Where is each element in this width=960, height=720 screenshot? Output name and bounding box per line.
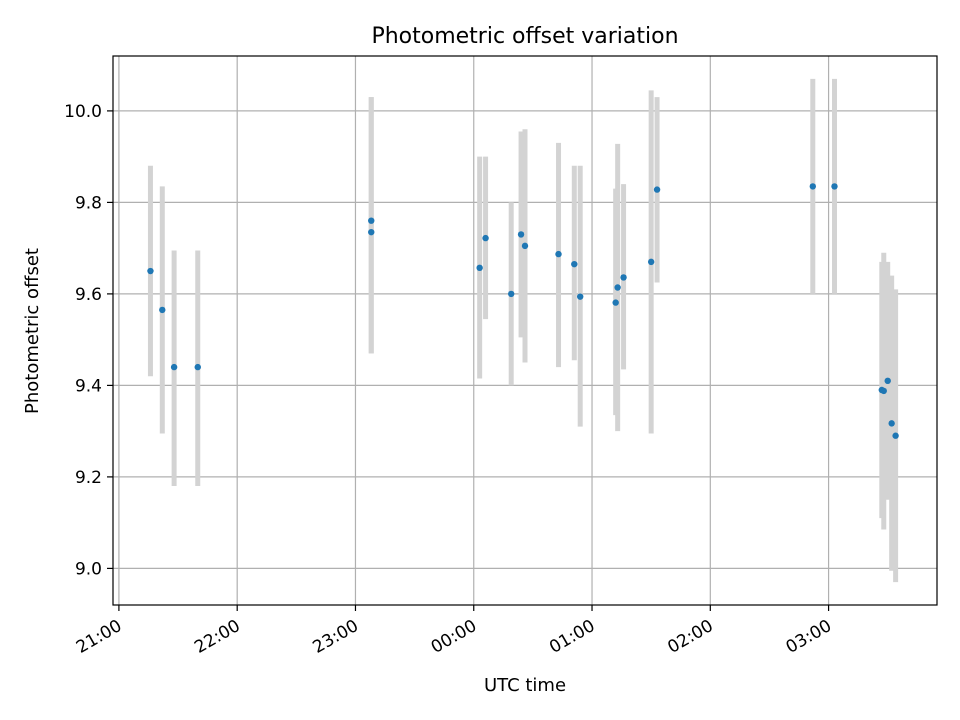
data-point: [612, 299, 619, 306]
data-point: [653, 186, 661, 193]
data-point: [521, 242, 529, 250]
x-tick-label: 21:00: [73, 616, 125, 658]
x-tick-label: 00:00: [428, 616, 480, 658]
data-point: [194, 363, 201, 371]
data-point: [482, 234, 489, 242]
data-point: [555, 250, 562, 258]
data-point: [368, 217, 375, 224]
x-tick-label: 02:00: [664, 616, 716, 658]
y-axis-ticks: 9.0 9.2 9.4 9.6 9.8 10.0: [64, 102, 113, 579]
data-point: [571, 260, 578, 268]
data-point: [620, 274, 627, 281]
y-tick-label: 10.0: [64, 102, 102, 122]
data-point: [880, 387, 887, 395]
x-tick-label: 03:00: [783, 616, 835, 658]
y-tick-label: 9.6: [75, 285, 102, 305]
data-point: [517, 231, 525, 238]
x-tick-label: 01:00: [546, 616, 598, 658]
chart-title: Photometric offset variation: [371, 24, 678, 49]
data-point: [884, 377, 891, 385]
error-bars: [147, 78, 899, 583]
grid-lines: [113, 56, 937, 605]
data-point: [831, 183, 838, 190]
data-point: [809, 183, 817, 190]
y-tick-label: 9.4: [75, 376, 102, 396]
x-tick-label: 22:00: [191, 616, 243, 658]
y-tick-label: 9.0: [75, 559, 102, 579]
data-point: [368, 228, 375, 236]
data-point: [508, 290, 515, 298]
x-axis-label: UTC time: [484, 675, 566, 696]
data-point: [576, 293, 584, 300]
data-point: [147, 267, 154, 275]
x-tick-label: 23:00: [310, 616, 362, 658]
data-point: [892, 432, 899, 439]
y-tick-label: 9.8: [75, 193, 102, 213]
data-point: [888, 420, 895, 427]
data-point: [159, 306, 166, 314]
data-point: [614, 284, 621, 291]
y-tick-label: 9.2: [75, 468, 102, 488]
x-axis-ticks: 21:00 22:00 23:00 00:00 01:00 02:00 03:00: [73, 605, 835, 658]
data-point: [647, 258, 655, 266]
data-point: [476, 264, 483, 272]
axes-frame: [112, 55, 938, 606]
data-point: [170, 363, 178, 371]
y-axis-label: Photometric offset: [22, 248, 43, 414]
data-points: [147, 183, 899, 439]
